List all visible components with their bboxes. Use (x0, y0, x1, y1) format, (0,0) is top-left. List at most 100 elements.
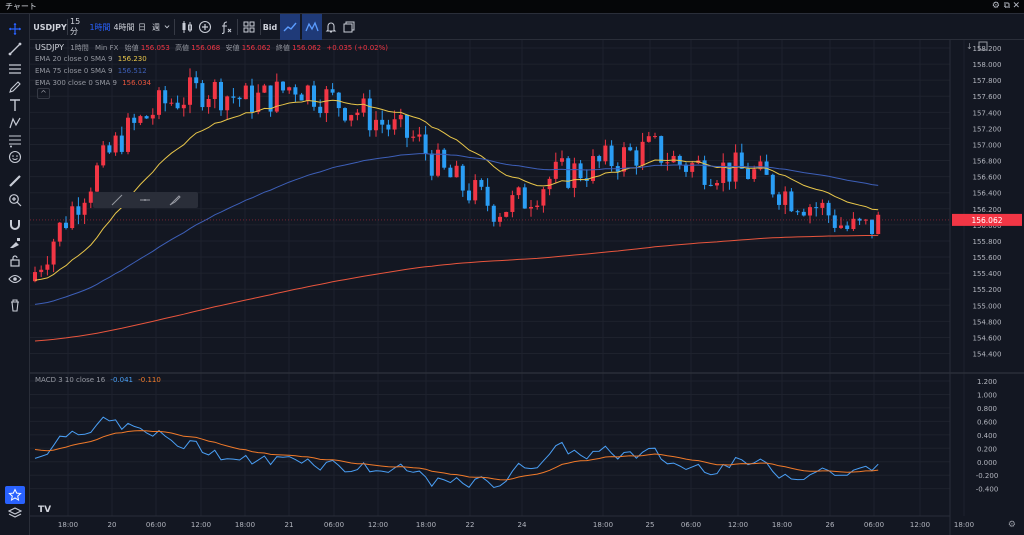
trendline-icon[interactable] (5, 40, 25, 58)
price-tick-label: 158.000 (973, 61, 1002, 69)
candle-body (70, 206, 75, 229)
fib-icon[interactable] (5, 132, 25, 150)
candle-body (200, 83, 205, 108)
candle-body (566, 158, 571, 188)
candle-body (386, 124, 391, 130)
templates-icon[interactable] (240, 14, 258, 40)
clone-window-icon[interactable] (340, 14, 358, 40)
candle-body (746, 168, 750, 179)
macd-tick-label: 0.800 (977, 405, 997, 413)
macd-legend[interactable]: MACD 3 10 close 16 -0.041 -0.110 (35, 376, 161, 384)
magnet-icon[interactable] (5, 216, 25, 234)
candle-body (628, 147, 633, 151)
macd-tick-label: 0.400 (977, 432, 997, 440)
candle-body (299, 94, 304, 101)
ema300-line (34, 234, 879, 342)
candle-body (33, 272, 37, 282)
interval-1h[interactable]: 1時間 (89, 22, 111, 32)
candle-body (702, 160, 707, 185)
eye-icon[interactable] (5, 270, 25, 288)
symbol-search[interactable]: USDJPY (33, 22, 67, 32)
candle-body (777, 194, 781, 205)
candle-body (659, 136, 664, 163)
hline-tool-icon[interactable] (139, 194, 151, 206)
candle-body (498, 216, 502, 222)
ema20-legend[interactable]: EMA 20 close 0 SMA 9 156.230 (35, 55, 147, 63)
chart-area[interactable]: 158.200 158.000 157.800 157.600 157.400 157.2… (30, 40, 1024, 535)
layers-icon[interactable] (5, 504, 25, 522)
add-compare-icon[interactable] (196, 14, 214, 40)
chevron-down-icon[interactable] (162, 14, 172, 40)
chart-settings-icon[interactable]: ⚙ (1007, 520, 1016, 530)
emoji-icon[interactable] (5, 148, 25, 166)
candle-body (231, 96, 236, 98)
macd-tick-label: -0.400 (976, 486, 999, 494)
drawing-toolbar (0, 14, 30, 535)
bell-alert-icon[interactable] (322, 14, 340, 40)
text-tool-icon[interactable] (5, 96, 25, 114)
lock-drawing-icon[interactable] (5, 234, 25, 252)
toolbar-divider (67, 19, 68, 35)
candle-body (237, 97, 242, 100)
candle-body (684, 164, 688, 172)
horizontal-lines-icon[interactable] (5, 60, 25, 78)
legend-low-value: 156.062 (241, 44, 271, 52)
chart-canvas[interactable]: 158.200158.000157.800157.600157.400157.2… (30, 40, 1024, 535)
brush-tool-icon[interactable] (169, 194, 181, 206)
ruler-icon[interactable] (5, 172, 25, 190)
ray-tool-icon[interactable] (111, 194, 123, 206)
candle-body (535, 205, 540, 208)
settings-icon[interactable]: ⚙ (991, 1, 1000, 11)
candle-body (138, 116, 143, 123)
interval-day[interactable]: 日 (138, 22, 146, 32)
price-tick-label: 155.600 (973, 254, 1002, 262)
candle-body (739, 152, 744, 169)
line-chart-icon[interactable] (280, 14, 300, 40)
candle-body (262, 85, 267, 93)
interval-15m[interactable]: 15分 (70, 17, 81, 36)
lock-icon[interactable] (5, 252, 25, 270)
popout-icon[interactable]: ⧉ (1003, 1, 1010, 11)
candle-body (808, 207, 812, 216)
candle-style-icon[interactable] (178, 14, 196, 40)
interval-week[interactable]: 週 (152, 22, 160, 32)
candle-body (454, 165, 459, 178)
candle-body (547, 178, 552, 190)
pen-icon[interactable] (5, 78, 25, 96)
candle-body (51, 241, 56, 265)
candle-body (250, 85, 254, 112)
trash-icon[interactable] (5, 296, 25, 314)
candle-body (45, 264, 50, 270)
zoom-in-icon[interactable] (5, 191, 25, 209)
favorite-star-icon[interactable] (5, 486, 25, 504)
candle-body (795, 211, 800, 213)
candle-body (665, 162, 670, 164)
area-chart-icon[interactable] (302, 14, 322, 40)
candle-body (522, 187, 527, 209)
close-icon[interactable]: ✕ (1012, 1, 1020, 11)
candle-body (169, 102, 174, 104)
layout-toggle-icon[interactable] (978, 41, 988, 53)
candle-body (863, 219, 868, 221)
candle-body (281, 81, 285, 91)
ema75-legend[interactable]: EMA 75 close 0 SMA 9 156.512 (35, 67, 147, 75)
main-legend: USDJPY 1時間 Min FX 始値 156.053 高値 156.068 … (35, 43, 388, 53)
candle-body (460, 165, 465, 191)
pattern-icon[interactable] (5, 114, 25, 132)
crosshair-icon[interactable] (5, 20, 25, 38)
ema300-legend[interactable]: EMA 300 close 0 SMA 9 156.034 (35, 79, 151, 87)
price-tick-label: 154.600 (973, 334, 1002, 342)
legend-collapse-button[interactable]: ^ (37, 88, 50, 99)
indicators-icon[interactable] (216, 14, 234, 40)
candle-body (783, 191, 788, 205)
price-type-bid[interactable]: Bid (262, 22, 278, 32)
macd-tick-label: 1.000 (977, 391, 997, 399)
floating-draw-toolbar (93, 192, 198, 208)
time-tick-label: 12:00 (910, 521, 930, 529)
price-tick-label: 157.000 (973, 141, 1002, 149)
candle-body (529, 207, 533, 209)
interval-4h[interactable]: 4時間 (113, 22, 135, 32)
time-tick-label: 06:00 (681, 521, 701, 529)
scale-down-arrow-icon[interactable]: ↓ (966, 42, 973, 51)
candle-body (510, 195, 515, 212)
